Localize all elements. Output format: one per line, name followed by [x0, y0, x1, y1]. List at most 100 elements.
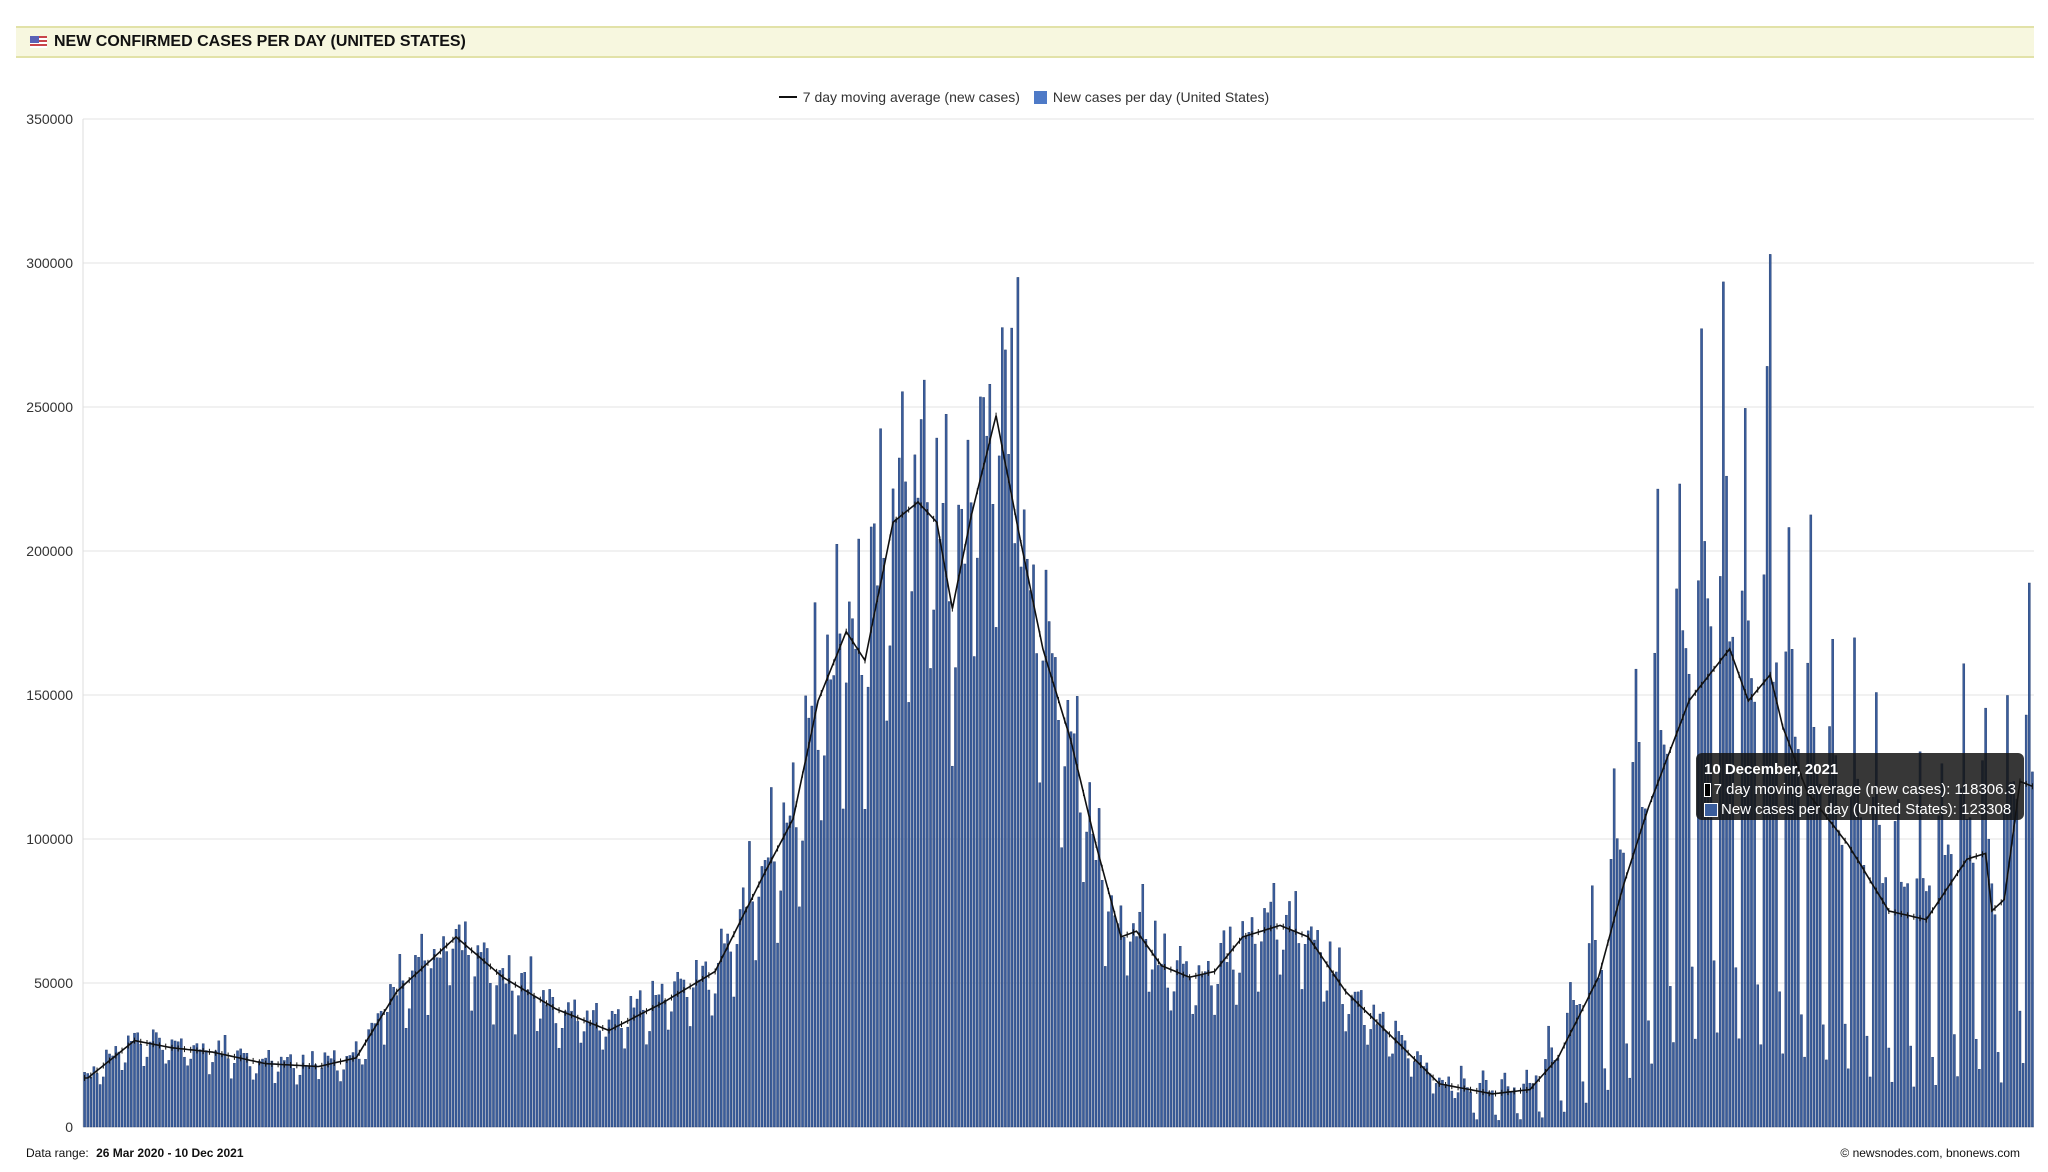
bar — [676, 971, 679, 1128]
bar — [1800, 1014, 1803, 1128]
bar — [819, 820, 823, 1128]
bar — [205, 1050, 208, 1128]
bar — [1709, 626, 1713, 1128]
bar — [236, 1050, 239, 1128]
bar — [1853, 637, 1856, 1128]
bar — [89, 1076, 93, 1128]
bar — [520, 973, 523, 1128]
bar — [798, 906, 801, 1128]
bar — [991, 504, 995, 1128]
bar — [598, 1030, 601, 1128]
bar — [1235, 1004, 1238, 1128]
bar — [835, 543, 839, 1128]
bar — [1022, 509, 1026, 1128]
bar — [1662, 744, 1666, 1128]
legend-item-moving-average[interactable]: 7 day moving average (new cases) — [778, 89, 1020, 105]
bar — [1338, 947, 1341, 1128]
bar — [426, 1014, 430, 1128]
bar — [476, 945, 480, 1128]
bar — [1828, 726, 1831, 1128]
bar — [142, 1066, 146, 1128]
bar — [560, 1028, 564, 1128]
bar — [595, 1003, 598, 1128]
bar — [102, 1076, 105, 1128]
bar — [1706, 598, 1710, 1128]
bar — [816, 749, 820, 1128]
bar — [1906, 883, 1909, 1128]
bar — [501, 968, 505, 1128]
bar — [1659, 730, 1663, 1128]
bar — [1188, 977, 1191, 1128]
bar — [657, 994, 661, 1128]
bar — [1310, 926, 1313, 1128]
bar — [760, 866, 764, 1128]
bar — [1328, 941, 1332, 1128]
bar — [1331, 974, 1335, 1128]
bar — [1019, 566, 1023, 1128]
bar — [1072, 733, 1076, 1128]
bar — [1750, 678, 1753, 1128]
bar — [301, 1054, 305, 1128]
bar — [148, 1041, 152, 1128]
bar — [1665, 753, 1669, 1128]
bar — [251, 1079, 255, 1128]
bar — [1656, 488, 1660, 1128]
bar — [713, 993, 717, 1128]
bar — [1831, 638, 1834, 1128]
bar — [248, 1066, 252, 1128]
bar — [1740, 590, 1744, 1128]
y-tick-label: 50000 — [34, 975, 73, 991]
bar — [976, 557, 979, 1128]
bar — [567, 1002, 570, 1128]
bar — [1029, 590, 1032, 1128]
bar — [1132, 923, 1135, 1128]
bar — [1409, 1076, 1413, 1128]
bar — [1116, 923, 1120, 1128]
bar — [1313, 939, 1316, 1128]
bar — [1519, 1119, 1522, 1128]
bar — [1150, 969, 1154, 1128]
bar — [1219, 942, 1223, 1128]
bar — [1893, 821, 1897, 1128]
bar — [461, 950, 464, 1128]
bar — [295, 1084, 299, 1128]
bar — [336, 1070, 339, 1128]
bar — [1250, 917, 1254, 1128]
bar — [1591, 885, 1594, 1128]
bar — [495, 985, 498, 1128]
bar — [629, 996, 633, 1128]
bar — [1085, 831, 1088, 1128]
bar — [1001, 327, 1004, 1128]
bar — [1175, 960, 1179, 1128]
bar — [791, 762, 795, 1128]
bar — [1228, 926, 1232, 1128]
bar — [230, 1078, 233, 1128]
bar — [972, 656, 976, 1128]
bar — [1728, 641, 1731, 1128]
bar — [1335, 971, 1338, 1128]
bar — [1372, 1004, 1376, 1128]
bar — [326, 1055, 330, 1128]
bar — [1918, 751, 1922, 1128]
bar — [838, 633, 842, 1128]
bar — [164, 1063, 167, 1128]
bar — [757, 896, 761, 1128]
bar — [1875, 692, 1878, 1128]
bar — [1606, 1089, 1610, 1128]
bar — [891, 488, 895, 1128]
bar — [1478, 1082, 1482, 1128]
us-flag-icon — [30, 36, 47, 48]
bar — [539, 1018, 542, 1128]
bar — [1544, 1059, 1547, 1128]
legend-item-new-cases[interactable]: New cases per day (United States) — [1033, 89, 1269, 105]
bar — [267, 1050, 270, 1128]
bar — [1026, 558, 1029, 1128]
bar — [929, 668, 932, 1128]
credit: © newsnodes.com, bnonews.com — [1840, 1146, 2020, 1160]
bar — [688, 1026, 692, 1128]
bar — [1778, 991, 1781, 1128]
bar — [1260, 941, 1263, 1128]
bar — [261, 1058, 264, 1128]
bar — [176, 1041, 180, 1128]
